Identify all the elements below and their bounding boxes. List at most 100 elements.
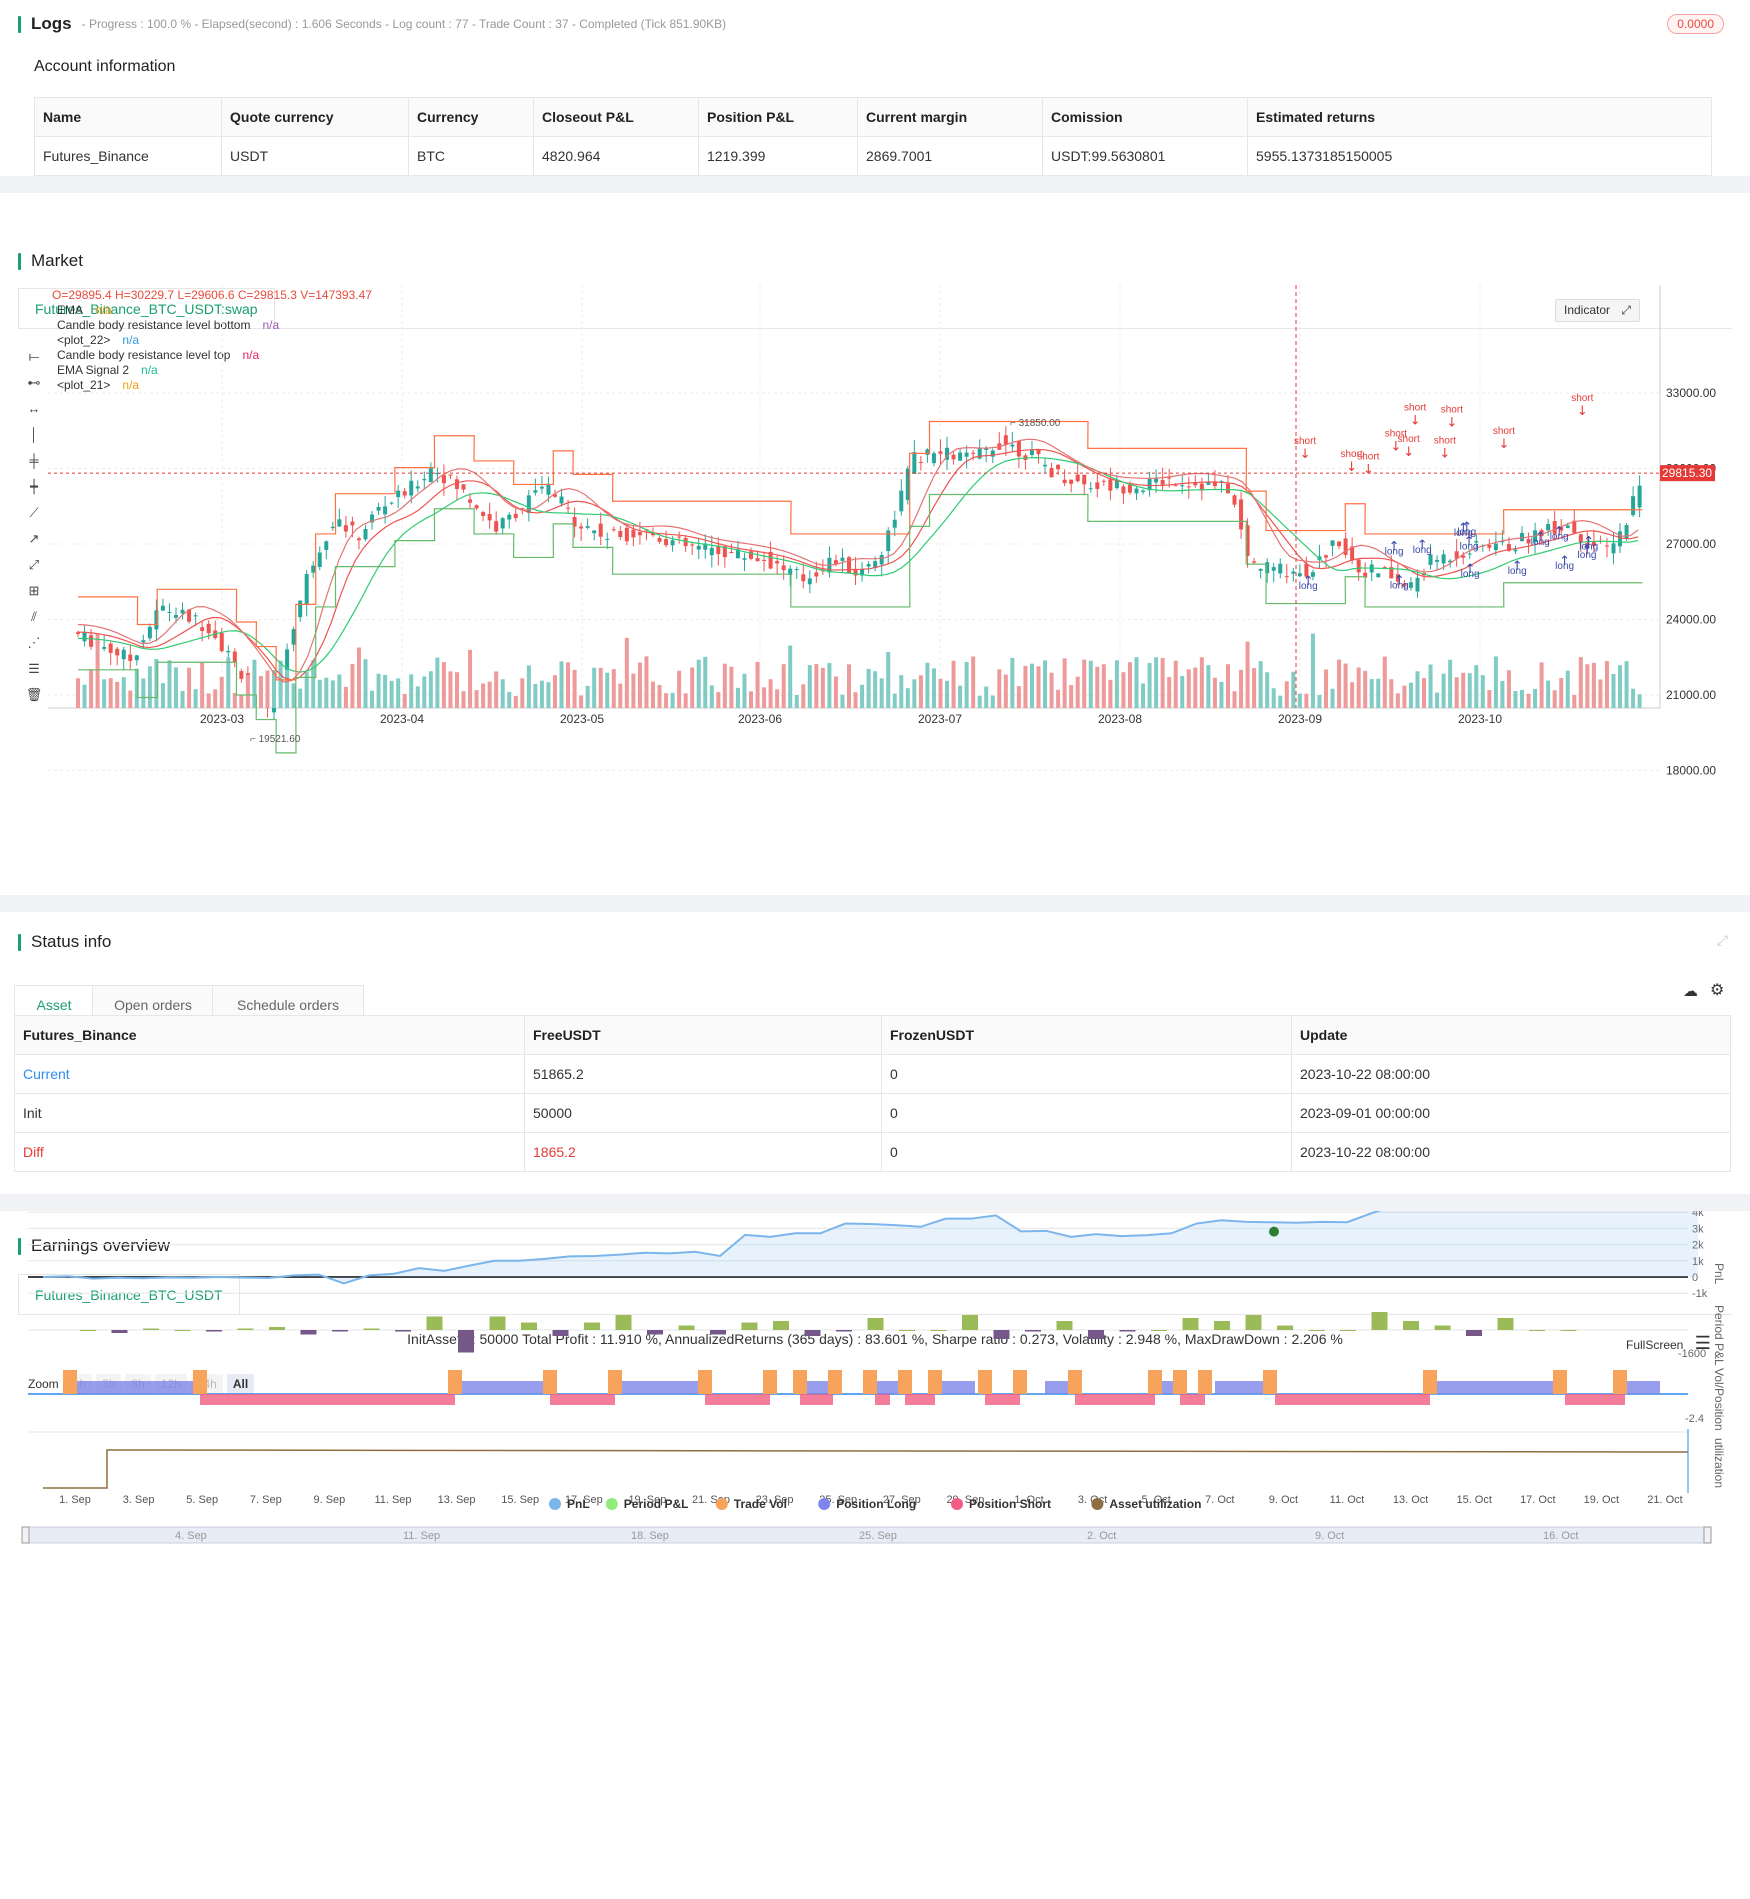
- candle-body: [448, 474, 453, 476]
- volume-bar: [964, 661, 969, 708]
- earnings-title-text: Earnings overview: [31, 1236, 170, 1255]
- earnings-legend-item: PnL: [567, 1497, 590, 1511]
- candle-body: [696, 545, 701, 550]
- candle-body: [1082, 474, 1087, 485]
- candle-body: [1271, 567, 1276, 571]
- legend-marker: [1091, 1498, 1104, 1510]
- candle-body: [899, 490, 904, 512]
- volume-bars: [76, 633, 1642, 708]
- vertical-line-icon[interactable]: │: [29, 427, 39, 442]
- zoom-button-All[interactable]: All: [226, 1374, 255, 1394]
- signal-label: short: [1571, 393, 1593, 404]
- navigator-date-label: 4. Sep: [175, 1530, 207, 1542]
- legend-marker: [715, 1498, 728, 1510]
- candle-body: [840, 557, 845, 561]
- asset-row: Current 51865.2 0 2023-10-22 08:00:00: [14, 1054, 1731, 1094]
- pnl-tick-label: 4k: [1692, 1211, 1704, 1219]
- market-title-text: Market: [31, 251, 83, 270]
- volume-bar: [1056, 689, 1061, 708]
- cloud-icon[interactable]: ☁: [1683, 983, 1698, 1000]
- volume-bar: [892, 693, 897, 708]
- status-title: Status info: [18, 932, 111, 952]
- candle-body: [1258, 569, 1263, 571]
- signal-label: short: [1434, 435, 1456, 446]
- earnings-date-label: 3. Sep: [123, 1494, 155, 1506]
- indicator-button[interactable]: Indicator ⤢: [1555, 299, 1640, 322]
- volume-bar: [1337, 659, 1342, 708]
- resistance-bottom-line: [78, 493, 1643, 754]
- navigator-date-label: 9. Oct: [1315, 1530, 1344, 1542]
- fib-retracement-icon[interactable]: ☰: [28, 661, 40, 676]
- asset-cell: Diff: [14, 1132, 525, 1172]
- candle-body: [990, 450, 995, 457]
- volume-bar: [298, 688, 303, 708]
- horizontal-line-icon[interactable]: ⟝: [28, 349, 40, 364]
- candle-body: [964, 452, 969, 457]
- candle-body: [1487, 545, 1492, 548]
- candle-body: [997, 443, 1002, 450]
- volume-bar: [317, 679, 322, 708]
- earnings-legend-item: Position Short: [969, 1497, 1051, 1511]
- volume-bar: [533, 683, 538, 708]
- chart-grid: [48, 285, 1660, 771]
- volume-bar: [1487, 690, 1492, 708]
- volume-bar: [1343, 663, 1348, 708]
- current-price-label: 29815.30: [1662, 466, 1712, 480]
- price-range-icon[interactable]: ⊞: [28, 583, 40, 598]
- navigator-handle-left: [21, 1526, 30, 1544]
- volume-bar: [644, 656, 649, 708]
- earnings-tab[interactable]: Futures_Binance_BTC_USDT: [18, 1274, 240, 1315]
- volume-bar: [1219, 681, 1224, 708]
- candle-body: [566, 507, 571, 509]
- candle-body: [611, 529, 616, 531]
- market-title: Market: [18, 251, 83, 271]
- candle-body: [278, 667, 283, 694]
- status-expand-icon[interactable]: ⤢: [1716, 932, 1728, 948]
- menu-icon[interactable]: ☰: [1694, 1333, 1711, 1353]
- settings-icon[interactable]: ⚙: [1710, 982, 1725, 999]
- vertical-ray-icon[interactable]: ╪: [29, 453, 39, 468]
- period-bar: [80, 1330, 96, 1331]
- candle-body: [742, 558, 747, 560]
- volume-bar: [291, 683, 296, 708]
- candle-body: [977, 447, 982, 459]
- signal-arrow: ↑: [1461, 520, 1472, 535]
- pnl-line: [42, 1211, 1382, 1285]
- period-bar: [395, 1330, 411, 1332]
- volume-bar: [500, 679, 505, 708]
- candle-body: [533, 490, 538, 493]
- legend-name: Candle body resistance level top: [57, 348, 231, 362]
- horizontal-ray-icon[interactable]: ⊷: [27, 375, 41, 390]
- candle-body: [141, 640, 146, 643]
- trash-icon[interactable]: 🗑: [25, 687, 43, 702]
- candle-body: [76, 632, 80, 634]
- candle-body: [1376, 573, 1381, 578]
- candle-body: [539, 486, 544, 489]
- extended-line-icon[interactable]: ↔: [27, 401, 41, 416]
- trend-line-icon[interactable]: ⟋: [29, 505, 39, 520]
- earnings-date-label: 27. Sep: [883, 1494, 921, 1506]
- vertical-segment-icon[interactable]: ┿: [30, 479, 38, 494]
- legend-marker: [549, 1498, 561, 1510]
- period-bar: [1056, 1321, 1073, 1330]
- parallel-channel-icon[interactable]: ⫽: [31, 609, 37, 624]
- volume-bar: [618, 683, 623, 708]
- ohlc-readout: O=29895.4 H=30229.7 L=29606.6 C=29815.3 …: [52, 288, 372, 302]
- fullscreen-button[interactable]: FullScreen ☰: [1626, 1333, 1711, 1354]
- fib-fan-icon[interactable]: ⋰: [27, 635, 41, 650]
- volume-bar: [997, 669, 1002, 708]
- expand-icon[interactable]: ⤢: [1621, 303, 1631, 317]
- volume-bar: [1572, 694, 1577, 708]
- period-bar: [1214, 1321, 1230, 1330]
- candle-body: [1604, 545, 1609, 547]
- signal-label: short: [1398, 434, 1420, 445]
- volume-bar: [1095, 666, 1100, 708]
- position-long-bar: [615, 1381, 705, 1394]
- candle-body: [1127, 484, 1132, 493]
- volume-bar: [1232, 691, 1237, 708]
- ray-icon[interactable]: ↗: [28, 531, 40, 546]
- market-tab[interactable]: Futures_Binance_BTC_USDT:swap: [18, 288, 275, 329]
- arrow-line-icon[interactable]: ⤢: [28, 557, 40, 572]
- candle-body: [1206, 482, 1211, 485]
